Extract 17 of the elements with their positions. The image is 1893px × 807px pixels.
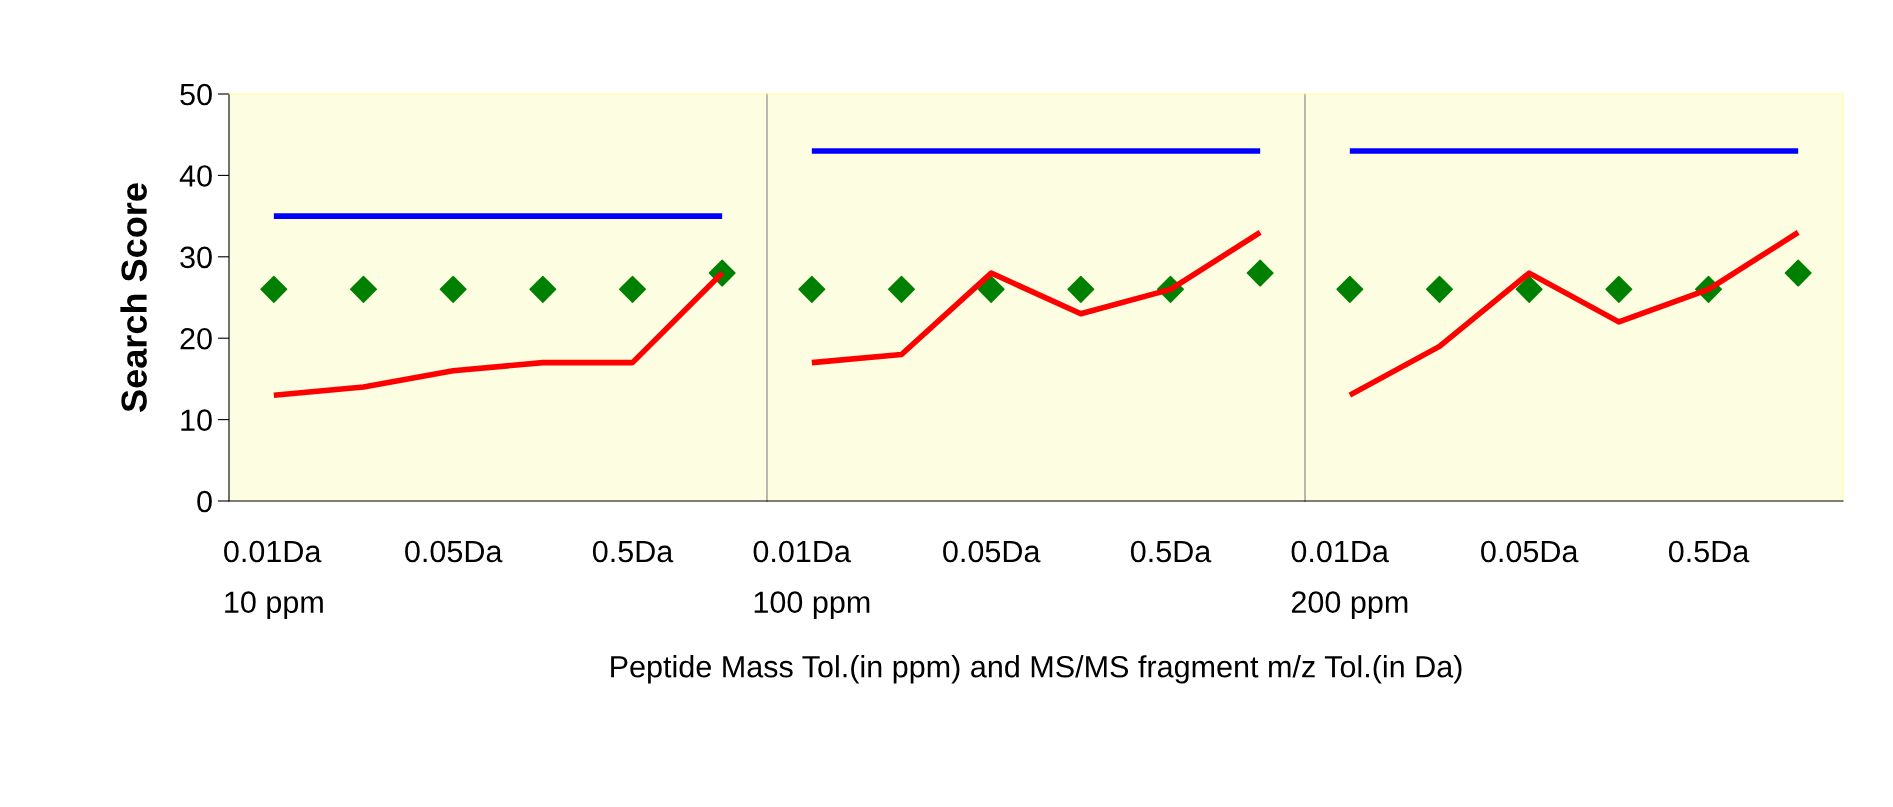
x-tick-label: 0.01Da 100 ppm <box>753 540 870 619</box>
y-tick-label: 30 <box>180 246 212 269</box>
y-tick-label: 40 <box>179 165 212 187</box>
y-tick-label: 0 <box>197 490 212 513</box>
y-axis-title: Search Score <box>120 183 147 412</box>
x-tick-label: 0.01Da 200 ppm <box>1291 540 1408 619</box>
x-tick-label: 0.05Da <box>405 540 503 563</box>
x-axis-title: Peptide Mass Tol.(in ppm) and MS/MS fragment m/z Tol.(in Da) <box>611 655 1462 684</box>
y-tick-label: 10 <box>181 409 212 431</box>
y-tick-label: 20 <box>180 327 212 350</box>
x-tick-label: 0.5Da <box>1668 540 1750 563</box>
y-tick-label: 50 <box>180 83 212 106</box>
x-tick-label: 0.05Da <box>1481 540 1579 563</box>
x-tick-label: 0.5Da <box>592 540 674 563</box>
x-tick-label: 0.05Da <box>943 540 1041 563</box>
x-tick-label: 0.5Da <box>1130 540 1212 563</box>
x-tick-label: 0.01Da 10 ppm <box>224 540 323 619</box>
